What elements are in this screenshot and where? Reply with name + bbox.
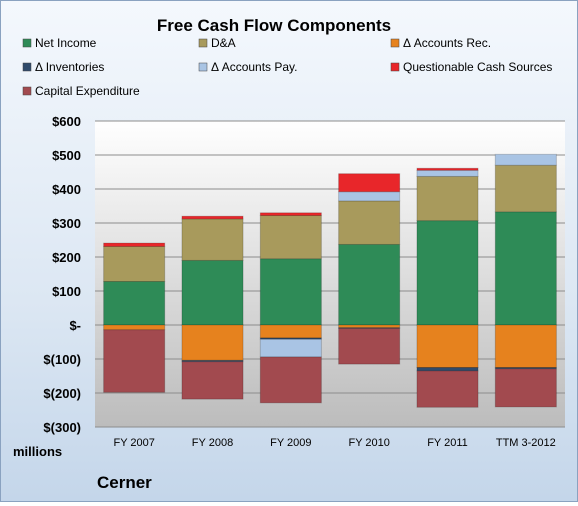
bar-segment (338, 173, 401, 193)
y-tick-label: $(200) (43, 386, 81, 401)
x-tick-label: FY 2008 (192, 437, 233, 449)
bar-segment (181, 215, 244, 220)
bar-segment (494, 164, 557, 213)
bar-segment (494, 324, 557, 368)
bar-segment (103, 245, 166, 282)
bar-segment (259, 212, 322, 217)
bar-segment (338, 191, 401, 202)
legend-swatch (22, 86, 32, 96)
legend-label: Δ Accounts Pay. (211, 60, 298, 74)
y-tick-label: $300 (52, 216, 81, 231)
y-tick-label: $100 (52, 284, 81, 299)
y-tick-labels: $(300) $(200) $(100) $- $100 $200 $300 $400 $500… (43, 114, 81, 435)
y-tick-label: $200 (52, 250, 81, 265)
bar-segment (416, 167, 479, 171)
y-tick-label: $- (69, 318, 81, 333)
bar-segment (103, 242, 166, 247)
bar-segment (181, 359, 244, 363)
bar-segment (259, 258, 322, 326)
chart-title: Free Cash Flow Components (157, 16, 391, 35)
legend-swatch (390, 38, 400, 48)
legend-swatch (390, 62, 400, 72)
legend-label: Capital Expenditure (35, 84, 140, 98)
bar-segment (416, 324, 479, 368)
bar-segment (181, 218, 244, 261)
x-tick-label: FY 2009 (270, 437, 311, 449)
bar-segment (494, 211, 557, 326)
bar-segment (259, 356, 322, 404)
legend-swatch (198, 38, 208, 48)
bar-segment (338, 327, 401, 365)
legend: Net Income D&A Δ Accounts Rec. Δ Inventorie… (22, 36, 552, 98)
y-tick-label: $500 (52, 148, 81, 163)
legend-label: Δ Accounts Rec. (403, 36, 491, 50)
x-tick-labels: FY 2007 FY 2008 FY 2009 FY 2010 FY 2011 TTM 3… (113, 437, 555, 449)
bar-segment (338, 243, 401, 326)
y-tick-label: $(300) (43, 420, 81, 435)
y-tick-label: $(100) (43, 352, 81, 367)
bar-segment (416, 169, 479, 177)
legend-label: Net Income (35, 36, 97, 50)
bar-segment (416, 370, 479, 408)
legend-swatch (22, 62, 32, 72)
bar-segment (259, 338, 322, 358)
x-tick-label: TTM 3-2012 (496, 437, 556, 449)
x-tick-label: FY 2010 (348, 437, 389, 449)
x-tick-label: FY 2011 (427, 437, 468, 449)
bar-segment (259, 215, 322, 260)
y-tick-label: $600 (52, 114, 81, 129)
bar-segment (259, 324, 322, 339)
bar-segment (416, 367, 479, 372)
legend-label: D&A (211, 36, 236, 50)
bar-segment (103, 329, 166, 393)
company-label: Cerner (97, 473, 152, 492)
bar-segment (338, 200, 401, 245)
bars (103, 153, 557, 408)
y-tick-label: $400 (52, 182, 81, 197)
legend-swatch (198, 62, 208, 72)
gridlines (95, 120, 565, 428)
legend-label: Questionable Cash Sources (403, 60, 552, 74)
legend-label: Δ Inventories (35, 60, 104, 74)
bar-segment (103, 324, 166, 331)
bar-segment (103, 280, 166, 326)
y-axis-label: millions (13, 444, 62, 459)
bar-segment (181, 361, 244, 400)
bar-segment (181, 259, 244, 326)
legend-swatch (22, 38, 32, 48)
bar-segment (494, 153, 557, 166)
bar-segment (494, 368, 557, 408)
bar-segment (416, 220, 479, 326)
x-tick-label: FY 2007 (113, 437, 154, 449)
plot-area (95, 121, 565, 427)
bar-segment (181, 324, 244, 361)
bar-segment (416, 175, 479, 222)
